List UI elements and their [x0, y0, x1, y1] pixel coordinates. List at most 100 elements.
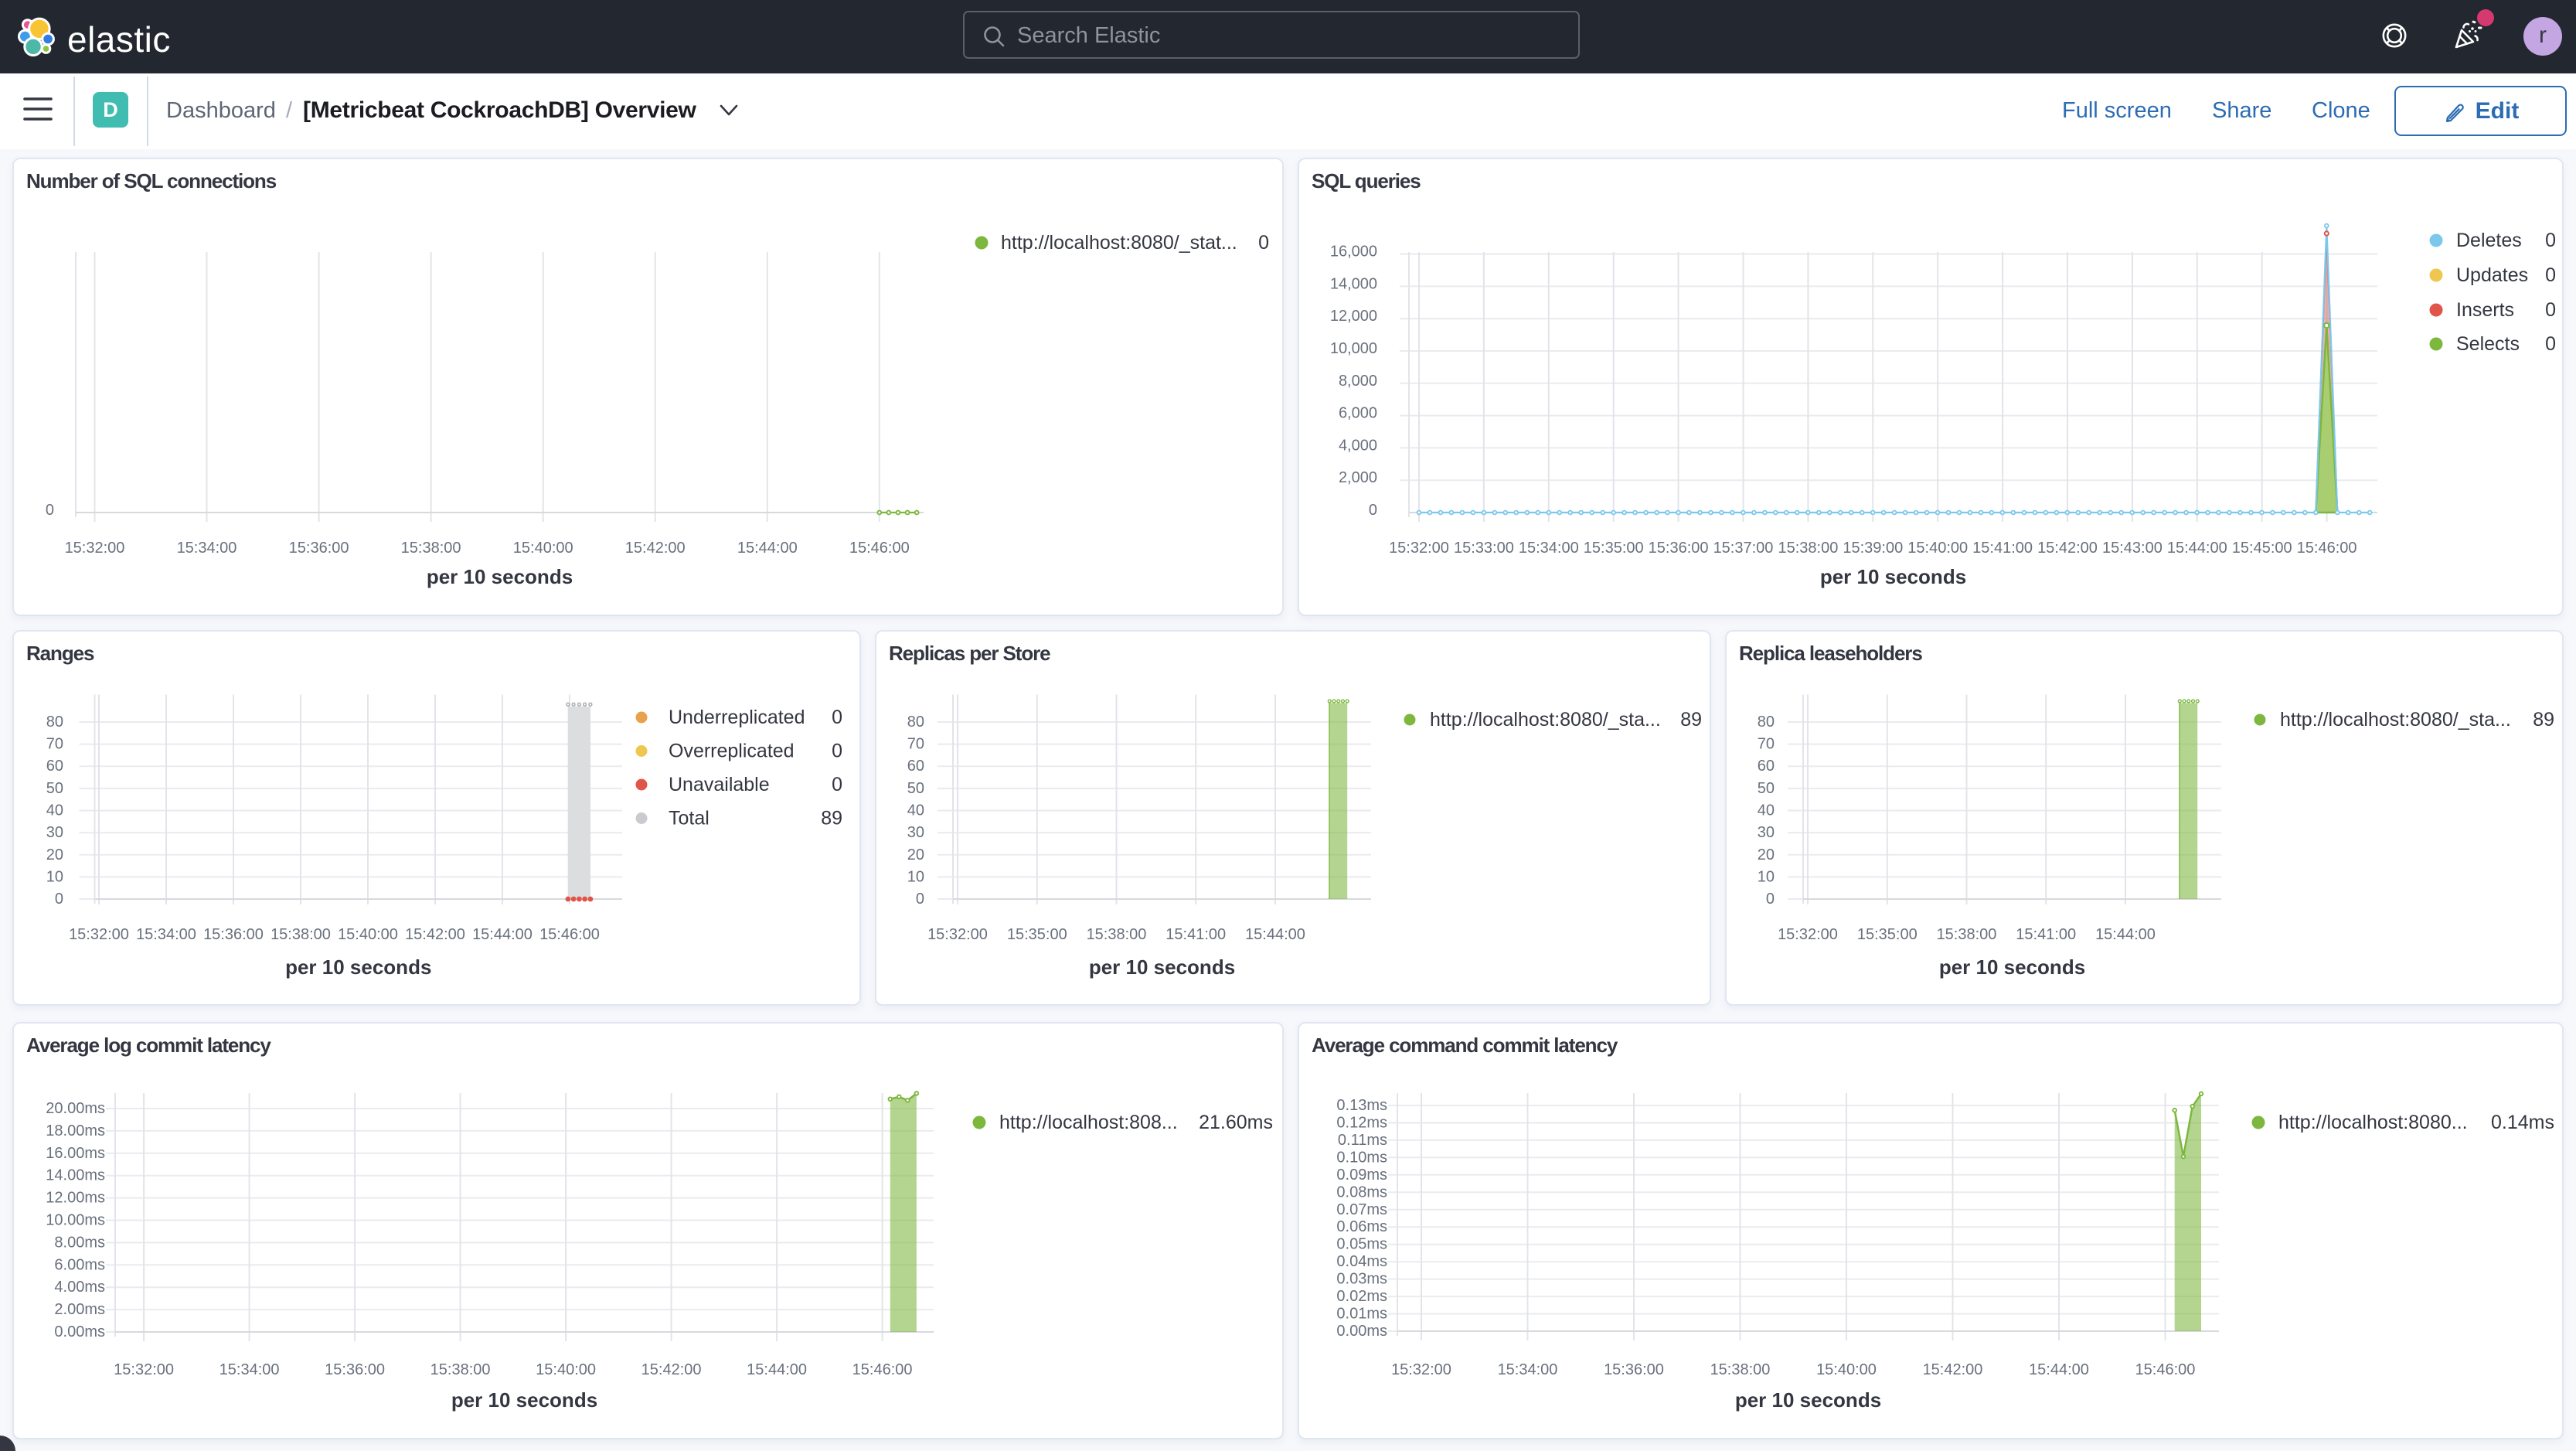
svg-text:15:32:00: 15:32:00	[65, 540, 125, 557]
svg-text:0.13ms: 0.13ms	[1336, 1097, 1387, 1114]
svg-text:15:46:00: 15:46:00	[849, 540, 910, 557]
svg-text:16,000: 16,000	[1330, 244, 1377, 261]
svg-text:15:32:00: 15:32:00	[927, 926, 988, 943]
svg-text:14.00ms: 14.00ms	[46, 1167, 105, 1184]
svg-text:6,000: 6,000	[1339, 405, 1377, 422]
svg-text:80: 80	[907, 714, 924, 731]
svg-text:4,000: 4,000	[1339, 437, 1377, 454]
svg-text:0.02ms: 0.02ms	[1336, 1288, 1387, 1305]
svg-text:15:44:00: 15:44:00	[2095, 926, 2156, 943]
svg-text:10,000: 10,000	[1330, 340, 1377, 357]
svg-text:0: 0	[2545, 264, 2556, 286]
svg-text:15:36:00: 15:36:00	[1604, 1361, 1664, 1378]
svg-text:15:44:00: 15:44:00	[2167, 540, 2227, 557]
svg-text:60: 60	[907, 758, 924, 775]
svg-text:40: 40	[907, 802, 924, 819]
svg-text:0.04ms: 0.04ms	[1336, 1253, 1387, 1270]
svg-text:15:41:00: 15:41:00	[1972, 540, 2033, 557]
svg-text:15:40:00: 15:40:00	[1816, 1361, 1877, 1378]
svg-text:Total: Total	[669, 808, 710, 829]
svg-text:per 10 seconds: per 10 seconds	[1089, 955, 1235, 979]
svg-text:http://localhost:8080/_sta...: http://localhost:8080/_sta...	[1430, 709, 1661, 731]
svg-text:21.60ms: 21.60ms	[1199, 1112, 1273, 1133]
svg-text:80: 80	[46, 714, 63, 731]
svg-text:15:38:00: 15:38:00	[401, 540, 461, 557]
svg-text:10: 10	[907, 868, 924, 885]
svg-text:Deletes: Deletes	[2456, 230, 2522, 251]
svg-text:15:34:00: 15:34:00	[136, 926, 196, 943]
svg-text:15:38:00: 15:38:00	[1710, 1361, 1771, 1378]
svg-text:15:39:00: 15:39:00	[1843, 540, 1903, 557]
svg-text:15:34:00: 15:34:00	[177, 540, 237, 557]
svg-text:2,000: 2,000	[1339, 469, 1377, 486]
svg-text:15:35:00: 15:35:00	[1857, 926, 1918, 943]
svg-text:15:37:00: 15:37:00	[1713, 540, 1774, 557]
svg-text:0.05ms: 0.05ms	[1336, 1236, 1387, 1253]
svg-text:15:36:00: 15:36:00	[289, 540, 349, 557]
svg-text:15:38:00: 15:38:00	[1087, 926, 1147, 943]
svg-text:2.00ms: 2.00ms	[54, 1301, 105, 1318]
svg-text:0: 0	[46, 502, 54, 519]
svg-text:4.00ms: 4.00ms	[54, 1279, 105, 1296]
svg-text:0: 0	[1258, 232, 1269, 254]
svg-text:20: 20	[46, 846, 63, 863]
svg-text:0: 0	[832, 741, 842, 762]
svg-text:15:42:00: 15:42:00	[641, 1361, 702, 1378]
svg-text:10: 10	[46, 868, 63, 885]
svg-text:89: 89	[1680, 709, 1702, 731]
svg-text:15:42:00: 15:42:00	[1923, 1361, 1983, 1378]
svg-text:0: 0	[2545, 230, 2556, 251]
svg-text:per 10 seconds: per 10 seconds	[1939, 955, 2085, 979]
svg-text:15:32:00: 15:32:00	[69, 926, 129, 943]
svg-text:0.01ms: 0.01ms	[1336, 1306, 1387, 1323]
svg-text:70: 70	[1758, 736, 1775, 753]
svg-text:15:44:00: 15:44:00	[472, 926, 533, 943]
svg-text:12,000: 12,000	[1330, 308, 1377, 325]
svg-text:0: 0	[832, 707, 842, 728]
svg-text:Inserts: Inserts	[2456, 299, 2514, 321]
svg-text:15:32:00: 15:32:00	[1389, 540, 1449, 557]
svg-text:15:46:00: 15:46:00	[2297, 540, 2357, 557]
svg-text:15:35:00: 15:35:00	[1007, 926, 1067, 943]
svg-text:15:38:00: 15:38:00	[430, 1361, 491, 1378]
svg-text:0.10ms: 0.10ms	[1336, 1149, 1387, 1166]
svg-text:15:40:00: 15:40:00	[513, 540, 573, 557]
svg-text:per 10 seconds: per 10 seconds	[285, 955, 431, 979]
svg-text:http://localhost:808...: http://localhost:808...	[999, 1112, 1178, 1133]
svg-text:40: 40	[46, 802, 63, 819]
svg-text:per 10 seconds: per 10 seconds	[1735, 1388, 1881, 1412]
svg-text:16.00ms: 16.00ms	[46, 1145, 105, 1162]
svg-text:0: 0	[55, 891, 63, 908]
svg-text:15:45:00: 15:45:00	[2232, 540, 2292, 557]
svg-text:50: 50	[46, 780, 63, 797]
svg-text:15:32:00: 15:32:00	[1778, 926, 1838, 943]
svg-text:Selects: Selects	[2456, 333, 2520, 355]
svg-text:20: 20	[1758, 846, 1775, 863]
svg-text:30: 30	[1758, 824, 1775, 841]
svg-text:10: 10	[1758, 868, 1775, 885]
svg-text:0.11ms: 0.11ms	[1338, 1132, 1387, 1149]
svg-text:15:38:00: 15:38:00	[271, 926, 331, 943]
svg-text:per 10 seconds: per 10 seconds	[1820, 565, 1966, 588]
svg-text:80: 80	[1758, 714, 1775, 731]
svg-text:0.08ms: 0.08ms	[1336, 1184, 1387, 1201]
svg-text:8.00ms: 8.00ms	[54, 1234, 105, 1251]
svg-text:0: 0	[1766, 891, 1775, 908]
svg-text:0.07ms: 0.07ms	[1336, 1201, 1387, 1218]
svg-text:15:43:00: 15:43:00	[2102, 540, 2163, 557]
svg-text:15:33:00: 15:33:00	[1454, 540, 1514, 557]
svg-text:89: 89	[821, 808, 842, 829]
svg-text:40: 40	[1758, 802, 1775, 819]
svg-text:15:46:00: 15:46:00	[852, 1361, 913, 1378]
svg-text:Overreplicated: Overreplicated	[669, 741, 795, 762]
svg-text:15:42:00: 15:42:00	[625, 540, 686, 557]
svg-text:15:34:00: 15:34:00	[1519, 540, 1579, 557]
svg-text:15:36:00: 15:36:00	[203, 926, 264, 943]
svg-text:15:42:00: 15:42:00	[405, 926, 465, 943]
svg-text:0: 0	[1369, 502, 1377, 519]
svg-text:0.00ms: 0.00ms	[1336, 1323, 1387, 1340]
svg-text:15:44:00: 15:44:00	[1245, 926, 1305, 943]
svg-text:15:34:00: 15:34:00	[219, 1361, 280, 1378]
svg-text:50: 50	[1758, 780, 1775, 797]
svg-text:15:40:00: 15:40:00	[338, 926, 398, 943]
